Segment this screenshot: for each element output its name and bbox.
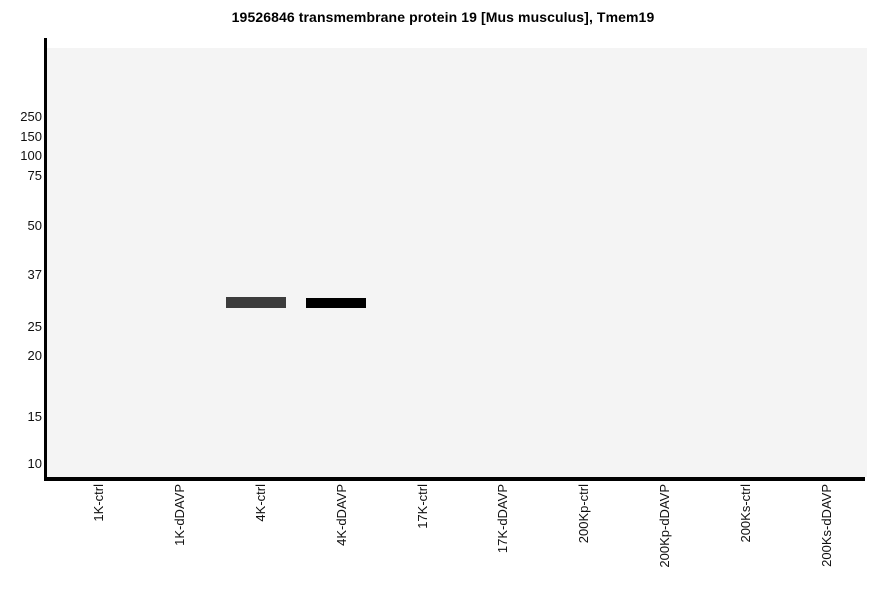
y-tick-label: 250	[20, 109, 42, 124]
lane-label: 4K-ctrl	[253, 484, 268, 522]
lane-label: 200Kp-dDAVP	[657, 484, 672, 568]
lane-label: 200Ks-dDAVP	[819, 484, 834, 567]
y-tick-label: 150	[20, 129, 42, 144]
lane-label: 200Ks-ctrl	[738, 484, 753, 543]
x-axis-line	[44, 477, 865, 481]
y-tick-label: 25	[27, 319, 42, 334]
lane-label: 200Kp-ctrl	[576, 484, 591, 544]
lane-label: 4K-dDAVP	[334, 484, 349, 546]
y-tick-label: 10	[27, 456, 42, 471]
protein-band	[306, 298, 366, 308]
protein-band	[226, 297, 286, 308]
y-tick-label: 20	[27, 348, 42, 363]
lane-label: 17K-ctrl	[415, 484, 430, 529]
lane-label: 1K-ctrl	[91, 484, 106, 522]
y-tick-label: 75	[27, 168, 42, 183]
y-tick-label: 50	[27, 218, 42, 233]
plot-area	[47, 48, 867, 477]
y-axis-line	[44, 38, 47, 481]
y-tick-label: 100	[20, 148, 42, 163]
y-tick-label: 37	[27, 267, 42, 282]
chart-title: 19526846 transmembrane protein 19 [Mus m…	[231, 9, 655, 25]
y-tick-label: 15	[27, 409, 42, 424]
lane-label: 17K-dDAVP	[495, 484, 510, 554]
lane-label: 1K-dDAVP	[172, 484, 187, 546]
